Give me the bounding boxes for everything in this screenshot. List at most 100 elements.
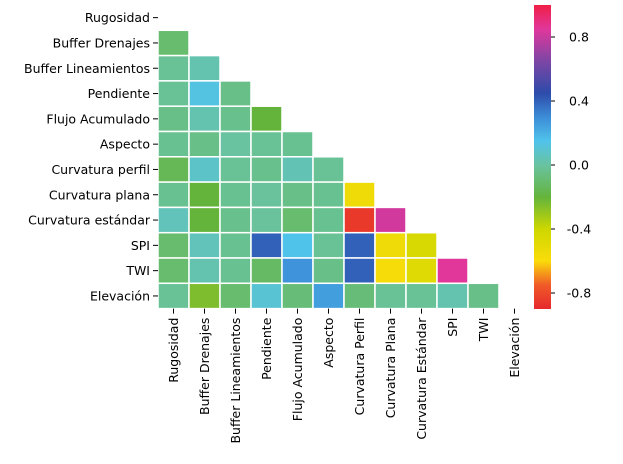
heatmap-cell xyxy=(157,282,190,310)
heatmap-cell xyxy=(281,231,314,259)
heatmap-cell xyxy=(188,130,221,158)
heatmap-cell xyxy=(219,80,252,107)
heatmap-cell xyxy=(312,156,345,183)
heatmap-cell xyxy=(219,282,252,310)
heatmap-cell xyxy=(405,282,438,310)
heatmap-cell xyxy=(250,156,283,183)
heatmap-cell xyxy=(374,257,407,285)
heatmap-cell xyxy=(188,80,221,107)
column-tick-labels: Rugosidad Buffer Drenajes Buffer Lineamien… xyxy=(166,308,522,444)
heatmap-cell xyxy=(188,282,221,310)
heatmap-cell xyxy=(157,80,190,107)
heatmap-cell xyxy=(157,156,190,183)
heatmap-cell xyxy=(219,257,252,285)
heatmap-cell xyxy=(188,54,221,82)
heatmap-cell xyxy=(250,181,283,209)
heatmap-cell xyxy=(312,181,345,209)
heatmap-cell xyxy=(219,156,252,183)
heatmap-cell xyxy=(343,206,376,234)
heatmap-cell xyxy=(188,181,221,209)
colorbar: 0.8 0.4 0.0 -0.4 -0.8 xyxy=(534,5,591,309)
column-tick-label: Flujo Acumulado xyxy=(290,318,305,422)
heatmap-cell xyxy=(312,206,345,234)
row-tick-label: Curvatura plana xyxy=(49,187,150,202)
heatmap-cell xyxy=(157,206,190,234)
heatmap-cell xyxy=(250,105,283,133)
row-tick-label: SPI xyxy=(131,238,150,253)
column-tick-label: Rugosidad xyxy=(166,318,181,383)
heatmap-cell xyxy=(281,257,314,285)
heatmap-cell xyxy=(436,282,469,310)
heatmap-cell xyxy=(157,105,190,133)
heatmap-cell xyxy=(157,130,190,158)
row-tick-label: Aspecto xyxy=(100,137,150,152)
heatmap-cells xyxy=(157,29,500,310)
column-tick-label: Curvatura Estándar xyxy=(414,317,429,440)
heatmap-cell xyxy=(250,282,283,310)
heatmap-cell xyxy=(157,257,190,285)
column-tick-label: Pendiente xyxy=(259,317,274,380)
colorbar-tick-label: 0.8 xyxy=(569,30,589,45)
row-tick-label: Pendiente xyxy=(88,86,151,101)
colorbar-tick-label: -0.8 xyxy=(567,286,591,301)
colorbar-gradient xyxy=(534,5,551,309)
row-tick-label: TWI xyxy=(125,263,150,278)
row-tick-label: Curvatura estándar xyxy=(28,213,151,228)
heatmap-cell xyxy=(157,181,190,209)
row-tick-label: Buffer Lineamientos xyxy=(24,61,150,76)
column-tick-label: Curvatura Perfil xyxy=(352,318,367,416)
heatmap-cell xyxy=(157,54,190,82)
row-tick-label: Curvatura perfil xyxy=(51,162,150,177)
heatmap-cell xyxy=(250,231,283,259)
heatmap-cell xyxy=(219,105,252,133)
heatmap-cell xyxy=(281,130,314,158)
heatmap-cell xyxy=(157,29,190,57)
heatmap-cell xyxy=(405,257,438,285)
heatmap-cell xyxy=(281,206,314,234)
heatmap-cell xyxy=(374,282,407,310)
heatmap-cell xyxy=(219,206,252,234)
heatmap-cell xyxy=(250,206,283,234)
heatmap-cell xyxy=(250,257,283,285)
heatmap-cell xyxy=(219,181,252,209)
heatmap-cell xyxy=(374,231,407,259)
heatmap-cell xyxy=(281,282,314,310)
heatmap-cell xyxy=(250,130,283,158)
row-tick-label: Rugosidad xyxy=(85,10,150,25)
row-tick-label: Buffer Drenajes xyxy=(53,35,150,50)
heatmap-cell xyxy=(312,282,345,310)
column-tick-label: Buffer Drenajes xyxy=(197,318,212,415)
colorbar-tick-label: -0.4 xyxy=(567,222,591,237)
column-tick-label: Buffer Lineamientos xyxy=(228,318,243,444)
heatmap-cell xyxy=(343,282,376,310)
column-tick-label: TWI xyxy=(476,318,491,343)
heatmap-cell xyxy=(188,206,221,234)
heatmap-cell xyxy=(312,257,345,285)
column-tick-label: Elevación xyxy=(507,318,522,378)
heatmap-cell xyxy=(188,231,221,259)
heatmap-cell xyxy=(188,156,221,183)
row-tick-labels: Rugosidad Buffer Drenajes Buffer Lineamien… xyxy=(24,10,158,303)
heatmap-cell xyxy=(343,257,376,285)
heatmap-cell xyxy=(281,156,314,183)
row-tick-label: Flujo Acumulado xyxy=(46,111,150,126)
heatmap-cell xyxy=(312,231,345,259)
column-tick-label: SPI xyxy=(445,318,460,337)
heatmap-cell xyxy=(281,181,314,209)
column-tick-label: Aspecto xyxy=(321,318,336,368)
heatmap-cell xyxy=(219,231,252,259)
colorbar-tick-label: 0.4 xyxy=(569,94,589,109)
heatmap-cell xyxy=(343,231,376,259)
heatmap-cell xyxy=(157,231,190,259)
heatmap-cell xyxy=(188,105,221,133)
row-tick-label: Elevación xyxy=(90,288,150,303)
colorbar-tick-label: 0.0 xyxy=(569,158,589,173)
heatmap-cell xyxy=(467,282,500,310)
heatmap-cell xyxy=(343,181,376,209)
heatmap-cell xyxy=(219,130,252,158)
heatmap-cell xyxy=(374,206,407,234)
heatmap-cell xyxy=(188,257,221,285)
heatmap-cell xyxy=(436,257,469,285)
column-tick-label: Curvatura Plana xyxy=(383,318,398,419)
